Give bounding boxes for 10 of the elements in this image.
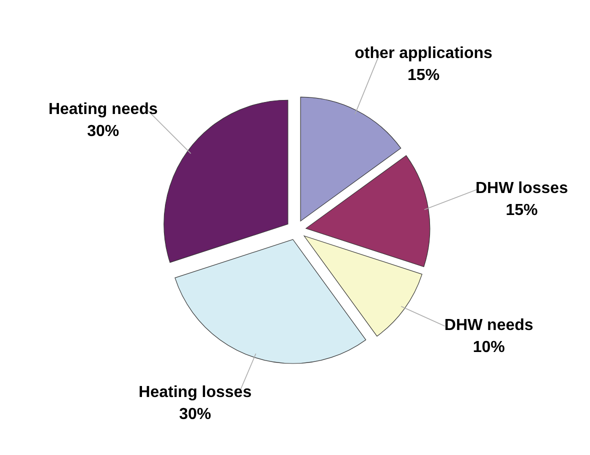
data-label: 15% (408, 67, 440, 84)
slice-label: DHW needs (444, 317, 534, 334)
data-label: 30% (179, 406, 212, 423)
data-label: 30% (87, 122, 120, 140)
slice-label: DHW losses (476, 180, 568, 198)
data-label: 10% (472, 339, 505, 356)
slice-label: other applications (354, 45, 493, 62)
slice-label: Heating needs (48, 100, 158, 118)
data-label: 15% (506, 202, 538, 220)
slice-label: Heating losses (138, 384, 252, 401)
